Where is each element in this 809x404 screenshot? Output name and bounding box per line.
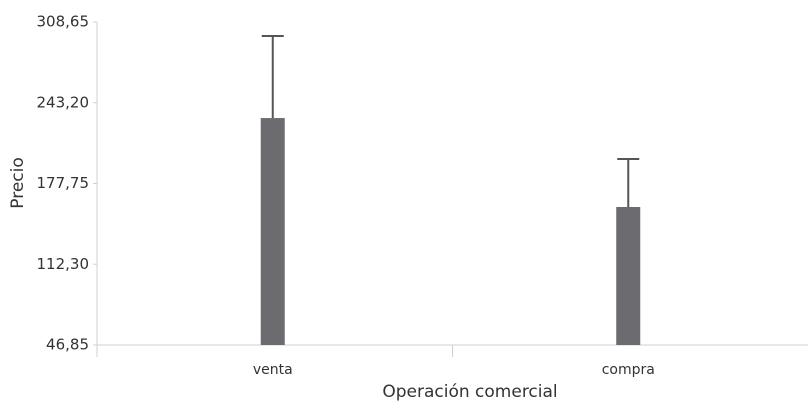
y-tick-label: 112,30 bbox=[37, 255, 90, 273]
bar bbox=[616, 207, 641, 345]
x-tick-label: venta bbox=[253, 362, 293, 378]
y-tick-label: 46,85 bbox=[46, 336, 89, 354]
x-axis-title: Operación comercial bbox=[382, 382, 557, 402]
bar bbox=[260, 118, 285, 345]
y-tick-label: 308,65 bbox=[37, 13, 90, 31]
y-axis-title: Precio bbox=[8, 157, 28, 209]
y-tick-label: 243,20 bbox=[37, 93, 90, 111]
y-tick-label: 177,75 bbox=[37, 174, 90, 192]
x-tick-label: compra bbox=[602, 362, 655, 378]
